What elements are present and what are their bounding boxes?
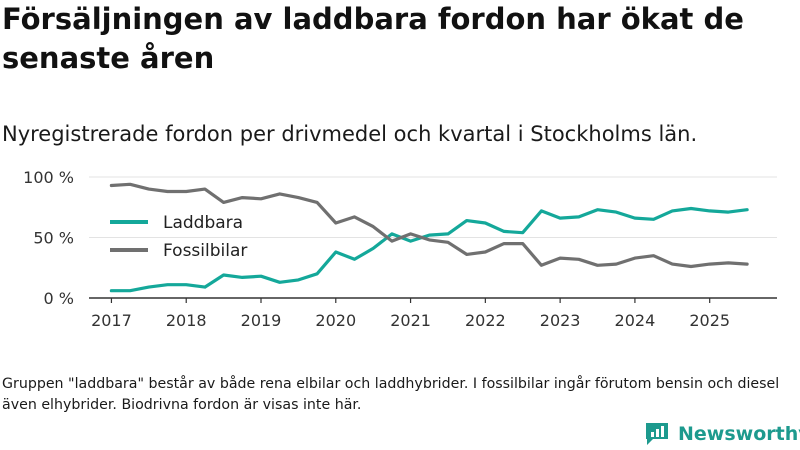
x-tick-label: 2022: [465, 311, 506, 330]
line-chart: 0 % 50 % 100 % 2017 2018 2019 2020 2021 2022 2023…: [23, 168, 777, 330]
x-tick-label: 2019: [241, 311, 282, 330]
brand-logo: Newsworthy: [644, 419, 800, 449]
legend-label: Fossilbilar: [163, 241, 247, 261]
x-tick-label: 2023: [540, 311, 581, 330]
series-line-laddbara: [109, 206, 749, 293]
legend-item-laddbara: Laddbara: [110, 213, 243, 233]
x-tick-label: 2025: [689, 311, 730, 330]
x-tick-label: 2021: [390, 311, 431, 330]
series-line-fossilbilar: [109, 182, 749, 269]
x-tick-label: 2017: [91, 311, 132, 330]
newsworthy-logo-icon: [646, 423, 668, 445]
chart-subtitle: Nyregistrerade fordon per drivmedel och …: [2, 122, 698, 146]
footnote: Gruppen "laddbara" består av både rena e…: [2, 376, 780, 413]
y-tick-label: 50 %: [33, 229, 74, 248]
legend-label: Laddbara: [163, 213, 243, 233]
legend: Laddbara Fossilbilar: [110, 213, 247, 261]
x-tick-label: 2020: [315, 311, 356, 330]
y-tick-label: 0 %: [44, 289, 74, 308]
x-tick-label: 2018: [166, 311, 207, 330]
legend-item-fossilbilar: Fossilbilar: [110, 241, 247, 261]
axes: 0 % 50 % 100 % 2017 2018 2019 2020 2021 2022 2023…: [23, 168, 777, 330]
series-lines: [109, 182, 749, 293]
brand-name: Newsworthy: [678, 423, 800, 445]
x-tick-label: 2024: [615, 311, 656, 330]
chart-title: Försäljningen av laddbara fordon har öka…: [2, 2, 744, 75]
y-tick-label: 100 %: [23, 168, 74, 187]
grid-lines: [89, 176, 777, 238]
